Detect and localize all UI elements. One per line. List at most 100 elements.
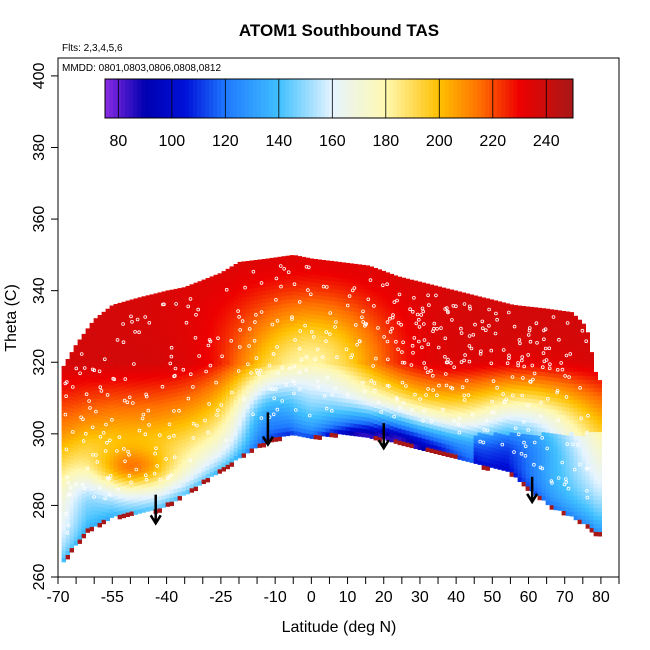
heatmap-cell: [161, 307, 166, 312]
heatmap-cell: [233, 452, 238, 457]
heatmap-cell: [373, 340, 378, 345]
heatmap-cell: [181, 355, 186, 360]
heatmap-cell: [273, 321, 278, 326]
heatmap-cell: [89, 398, 94, 404]
heatmap-cell: [397, 416, 402, 422]
heatmap-cell: [181, 307, 186, 312]
heatmap-cell: [369, 434, 374, 439]
heatmap-cell: [373, 408, 378, 413]
heatmap-cell: [101, 395, 106, 401]
heatmap-cell: [237, 441, 242, 447]
heatmap-cell: [141, 340, 146, 345]
heatmap-cell: [65, 463, 70, 468]
heatmap-cell: [177, 404, 182, 409]
heatmap-cell: [269, 329, 274, 335]
heatmap-cell: [365, 269, 370, 274]
heatmap-cell: [81, 533, 86, 539]
heatmap-cell: [389, 397, 394, 403]
heatmap-cell: [345, 294, 350, 300]
heatmap-cell: [417, 389, 422, 394]
heatmap-cell: [317, 303, 322, 308]
heatmap-cell: [285, 375, 290, 381]
heatmap-cell: [213, 422, 218, 428]
heatmap-cell: [165, 386, 170, 391]
heatmap-cell: [149, 318, 154, 323]
heatmap-cell: [473, 423, 478, 428]
heatmap-cell: [329, 400, 334, 406]
heatmap-cell: [157, 416, 162, 421]
heatmap-cell: [73, 465, 78, 470]
heatmap-cell: [77, 471, 82, 476]
heatmap-cell: [321, 392, 326, 397]
heatmap-cell: [193, 378, 198, 384]
heatmap-cell: [209, 328, 214, 333]
heatmap-cell: [365, 405, 370, 410]
heatmap-cell: [477, 404, 482, 409]
heatmap-cell: [221, 451, 226, 456]
heatmap-cell: [337, 397, 342, 403]
heatmap-cell: [261, 319, 266, 324]
heatmap-cell: [105, 312, 110, 318]
heatmap-cell: [201, 303, 206, 308]
heatmap-cell: [261, 375, 266, 380]
heatmap-cell: [289, 319, 294, 324]
heatmap-cell: [113, 428, 118, 433]
heatmap-cell: [345, 330, 350, 336]
heatmap-cell: [449, 353, 454, 358]
heatmap-cell: [205, 310, 210, 315]
heatmap-cell: [429, 340, 434, 345]
heatmap-cell: [277, 392, 282, 398]
heatmap-cell: [189, 468, 194, 473]
heatmap-cell: [197, 441, 202, 446]
heatmap-cell: [469, 354, 474, 359]
heatmap-cell: [101, 499, 106, 505]
heatmap-cell: [333, 261, 338, 266]
heatmap-cell: [77, 423, 82, 428]
heatmap-cell: [321, 364, 326, 369]
heatmap-cell: [157, 316, 162, 321]
heatmap-cell: [137, 453, 142, 458]
heatmap-cell: [253, 308, 258, 313]
heatmap-cell: [285, 335, 290, 341]
heatmap-cell: [145, 295, 150, 300]
heatmap-cell: [221, 339, 226, 344]
heatmap-cell: [197, 353, 202, 358]
heatmap-cell: [185, 449, 190, 455]
heatmap-cell: [385, 424, 390, 429]
heatmap-cell: [249, 384, 254, 389]
heatmap-cell: [397, 324, 402, 330]
heatmap-cell: [145, 435, 150, 440]
heatmap-cell: [301, 392, 306, 398]
heatmap-cell: [69, 452, 74, 457]
heatmap-cell: [349, 315, 354, 320]
heatmap-cell: [377, 365, 382, 370]
heatmap-cell: [281, 296, 286, 301]
heatmap-cell: [169, 413, 174, 419]
heatmap-cell: [357, 352, 362, 357]
heatmap-cell: [257, 271, 262, 276]
heatmap-cell: [205, 466, 210, 471]
heatmap-cell: [141, 328, 146, 333]
heatmap-cell: [201, 351, 206, 356]
heatmap-cell: [265, 330, 270, 335]
heatmap-cell: [273, 393, 278, 398]
heatmap-cell: [393, 387, 398, 392]
heatmap-cell: [209, 352, 214, 357]
heatmap-cell: [409, 279, 414, 285]
heatmap-cell: [265, 390, 270, 395]
heatmap-cell: [225, 308, 230, 314]
heatmap-cell: [365, 381, 370, 386]
heatmap-cell: [125, 312, 130, 317]
heatmap-cell: [433, 305, 438, 310]
heatmap-cell: [97, 319, 102, 324]
heatmap-cell: [153, 365, 158, 370]
heatmap-cell: [269, 349, 274, 355]
heatmap-cell: [437, 314, 442, 319]
heatmap-cell: [217, 309, 222, 314]
heatmap-cell: [241, 317, 246, 322]
heatmap-cell: [393, 291, 398, 296]
heatmap-cell: [329, 328, 334, 334]
heatmap-cell: [389, 405, 394, 411]
heatmap-cell: [469, 434, 474, 439]
heatmap-cell: [161, 343, 166, 348]
